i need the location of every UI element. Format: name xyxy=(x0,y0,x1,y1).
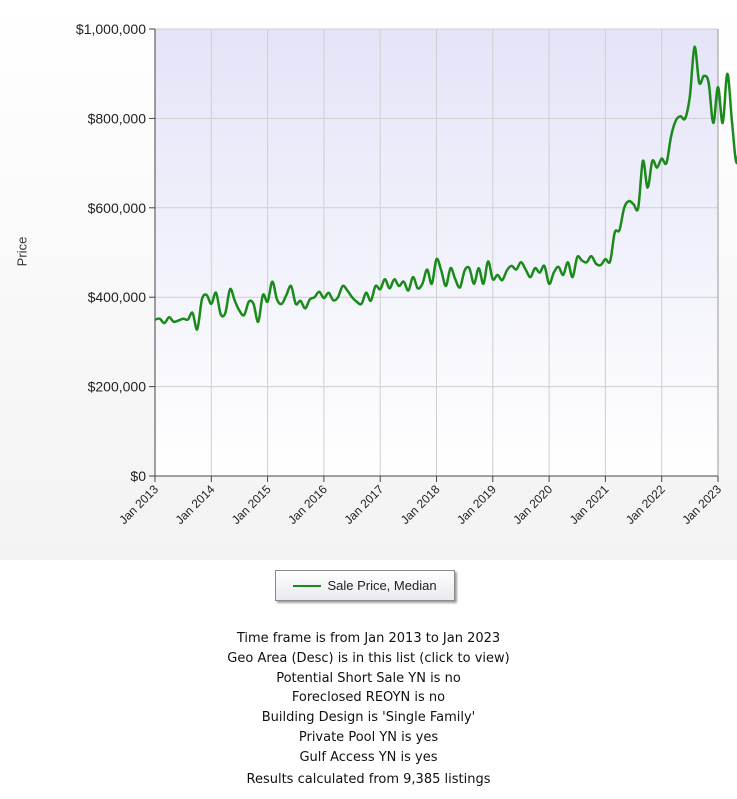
x-tick-label: Jan 2013 xyxy=(116,482,161,527)
y-tick-label: $600,000 xyxy=(88,200,147,216)
legend-swatch-sale-price xyxy=(293,584,322,587)
criteria-geo-area-link[interactable]: Geo Area (Desc) is in this list (click t… xyxy=(227,650,510,666)
criteria-gulf-access: Gulf Access YN is yes xyxy=(299,749,438,765)
y-tick-label: $800,000 xyxy=(88,110,147,126)
criteria-building-design: Building Design is 'Single Family' xyxy=(261,710,476,726)
criteria-time-frame: Time frame is from Jan 2013 to Jan 2023 xyxy=(236,631,501,646)
x-tick-label: Jan 2014 xyxy=(173,482,218,527)
x-tick-label: Jan 2022 xyxy=(623,482,668,527)
x-tick-label: Jan 2015 xyxy=(229,482,274,527)
legend-label: Sale Price, Median xyxy=(327,578,437,593)
y-tick-label: $1,000,000 xyxy=(76,21,146,37)
x-tick-label: Jan 2021 xyxy=(567,482,612,527)
y-tick-label: $400,000 xyxy=(88,289,147,305)
chart-legend: Sale Price, Median xyxy=(275,570,455,601)
search-criteria: Time frame is from Jan 2013 to Jan 2023 … xyxy=(0,629,737,768)
x-tick-label: Jan 2018 xyxy=(398,482,443,527)
price-chart: $0 $200,000 $400,000 $600,000 $800,000 $1,000… xyxy=(76,21,737,527)
x-tick-label: Jan 2016 xyxy=(285,482,330,527)
x-tick-label: Jan 2017 xyxy=(341,482,386,527)
y-tick-label: $0 xyxy=(130,468,146,484)
criteria-private-pool: Private Pool YN is yes xyxy=(298,729,439,745)
criteria-short-sale: Potential Short Sale YN is no xyxy=(276,670,461,686)
chart-area: $0 $200,000 $400,000 $600,000 $800,000 $1,000… xyxy=(0,0,737,560)
criteria-foreclosed: Foreclosed REOYN is no xyxy=(291,690,446,706)
x-tick-label: Jan 2023 xyxy=(679,482,724,527)
x-tick-label: Jan 2020 xyxy=(510,482,555,527)
x-tick-label: Jan 2019 xyxy=(454,482,499,527)
y-tick-label: $200,000 xyxy=(88,379,147,395)
results-count: Results calculated from 9,385 listings xyxy=(246,772,491,787)
y-axis-title: Price xyxy=(14,236,30,267)
series-line-sale-price-median xyxy=(154,45,737,331)
